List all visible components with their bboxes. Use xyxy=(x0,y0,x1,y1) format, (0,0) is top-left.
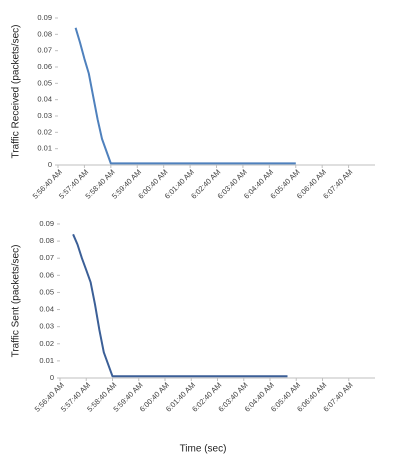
x-axis-title: Time (sec) xyxy=(180,444,227,455)
y-tick-label: 0.06 xyxy=(39,270,54,279)
y-tick-label: 0.03 xyxy=(39,322,54,331)
y-tick-label: 0.07 xyxy=(39,253,54,262)
line xyxy=(72,233,288,378)
y-axis-title: Traffic Sent (packets/sec) xyxy=(11,245,22,358)
y-tick-label: 0.05 xyxy=(39,287,54,296)
y-tick-label: 0.02 xyxy=(37,127,52,136)
y-tick-label: 0.07 xyxy=(37,46,52,55)
y-tick-label: 0.08 xyxy=(37,29,52,38)
y-tick-label: 0.01 xyxy=(37,144,52,153)
y-tick-label: 0.06 xyxy=(37,62,52,71)
y-tick-label: 0.04 xyxy=(39,305,54,314)
y-tick-label: 0.02 xyxy=(39,339,54,348)
y-tick-label: 0.03 xyxy=(37,111,52,120)
line xyxy=(74,27,296,165)
y-tick-label: 0.04 xyxy=(37,95,52,104)
y-tick-label: 0 xyxy=(48,160,52,169)
y-tick-label: 0.05 xyxy=(37,78,52,87)
y-tick-label: 0.08 xyxy=(39,236,54,245)
y-tick-label: 0.09 xyxy=(39,219,54,228)
y-tick-label: 0.09 xyxy=(37,13,52,22)
y-tick-label: 0 xyxy=(50,373,54,382)
y-tick-label: 0.01 xyxy=(39,356,54,365)
y-axis-title: Traffic Received (packets/sec) xyxy=(11,25,22,159)
